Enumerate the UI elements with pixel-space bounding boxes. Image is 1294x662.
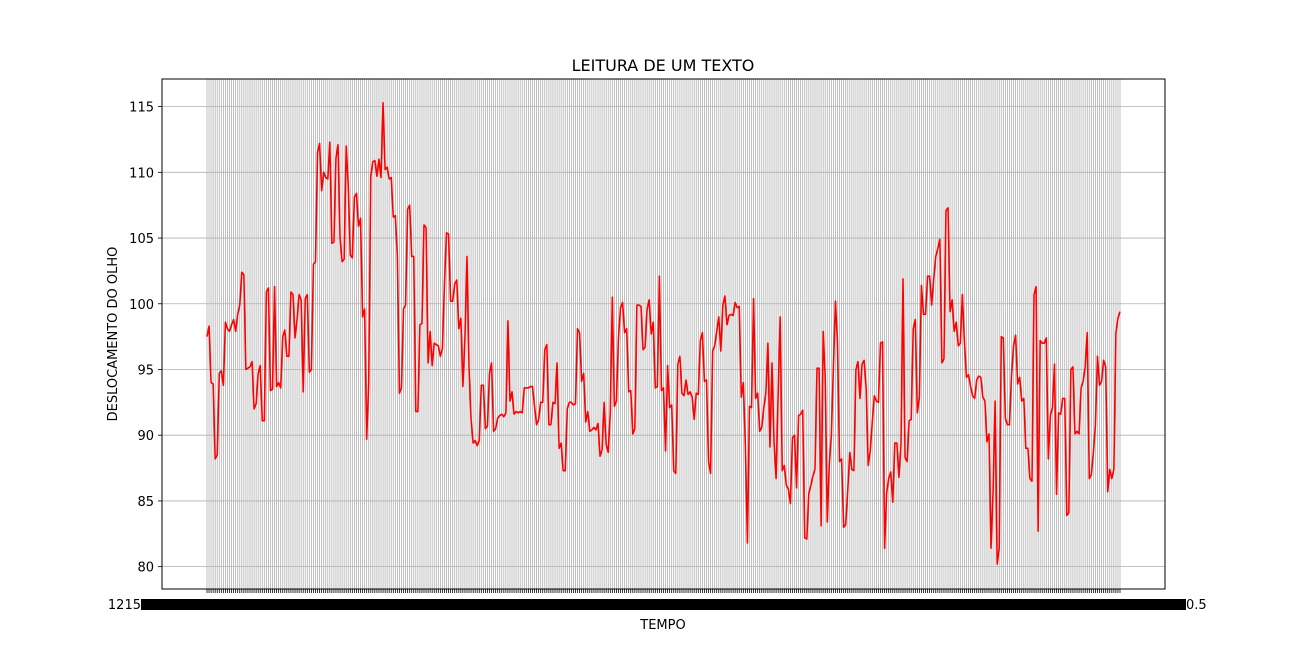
x-tick-labels-overlap [141, 599, 1186, 610]
y-axis-label: DESLOCAMENTO DO OLHO [106, 247, 121, 422]
y-tick-label: 110 [129, 166, 154, 181]
y-tick-label: 105 [129, 232, 154, 247]
series-line [206, 101, 1121, 565]
y-tick-label: 85 [137, 495, 154, 510]
y-tick-label: 80 [137, 561, 154, 576]
y-axis-ticks: 80 85 90 95 100 105 110 115 [129, 101, 162, 576]
y-tick-label: 115 [129, 101, 154, 116]
x-tick-label-first: 1215 [108, 598, 141, 613]
y-gridlines [162, 106, 1165, 568]
x-axis-label: TEMPO [639, 618, 685, 633]
chart-title: LEITURA DE UM TEXTO [572, 56, 755, 75]
y-tick-label: 90 [137, 429, 154, 444]
x-axis-ticks: 1215 0.5 [108, 589, 1207, 613]
x-gridlines [206, 79, 1121, 589]
data-series [206, 101, 1121, 565]
y-tick-label: 95 [137, 363, 154, 378]
x-tick-label-last: 0.5 [1186, 598, 1207, 613]
y-tick-label: 100 [129, 298, 154, 313]
